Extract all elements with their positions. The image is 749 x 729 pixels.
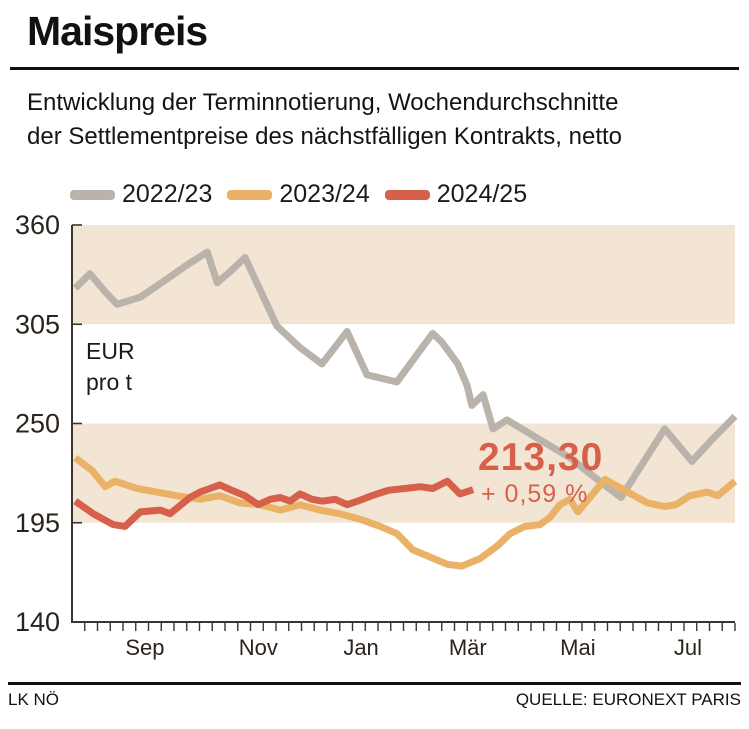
- y-tick-label-305: 305: [15, 309, 60, 339]
- y-tick-label-360: 360: [15, 210, 60, 240]
- legend-item-2022-23: 2022/23: [70, 180, 212, 209]
- legend-item-2023-24: 2023/24: [227, 180, 370, 209]
- legend-item-2024-25: 2024/25: [384, 180, 528, 209]
- legend-swatch-2022-23: [70, 189, 115, 200]
- legend-swatch-2024-25: [384, 189, 430, 200]
- x-tick-label-Sep: Sep: [125, 635, 164, 660]
- y-tick-label-250: 250: [15, 409, 60, 439]
- page-title: Maispreis: [27, 8, 208, 54]
- series-line-2024-25: [73, 477, 475, 530]
- x-tick-label-Mär: Mär: [449, 635, 487, 660]
- y-axis-unit-line-1: EUR: [86, 338, 135, 364]
- legend-swatch-2023-24: [227, 189, 273, 200]
- legend-label-2024-25: 2024/25: [436, 180, 528, 208]
- price-change-annotation: + 0,59 %: [481, 480, 589, 508]
- y-axis-unit-label: EUR pro t: [86, 336, 135, 398]
- title-underline: [10, 67, 739, 70]
- legend-label-2023-24: 2023/24: [279, 180, 370, 208]
- x-tick-label-Mai: Mai: [560, 635, 595, 660]
- legend-label-2022-23: 2022/23: [122, 180, 213, 208]
- series-line-2022-23: [72, 248, 738, 501]
- band-305-360: [72, 225, 735, 325]
- chart-subtitle: Entwicklung der Terminnotierung, Wochend…: [27, 86, 622, 154]
- x-tick-label-Nov: Nov: [239, 635, 278, 660]
- subtitle-line-2: der Settlementpreise des nächstfälligen …: [27, 123, 623, 150]
- footer-divider: [8, 682, 741, 685]
- footer-publisher: LK NÖ: [8, 690, 60, 709]
- y-tick-label-195: 195: [15, 508, 60, 538]
- y-axis-unit-line-2: pro t: [86, 369, 133, 395]
- x-tick-label-Jul: Jul: [674, 635, 702, 660]
- y-tick-label-140: 140: [15, 607, 60, 637]
- subtitle-line-1: Entwicklung der Terminnotierung, Wochend…: [27, 89, 619, 116]
- last-price-annotation: 213,30: [478, 436, 604, 479]
- chart-legend: 2022/23 2023/24 2024/25: [70, 180, 527, 209]
- x-tick-label-Jan: Jan: [343, 635, 378, 660]
- footer-source: QUELLE: EURONEXT PARIS: [515, 690, 741, 709]
